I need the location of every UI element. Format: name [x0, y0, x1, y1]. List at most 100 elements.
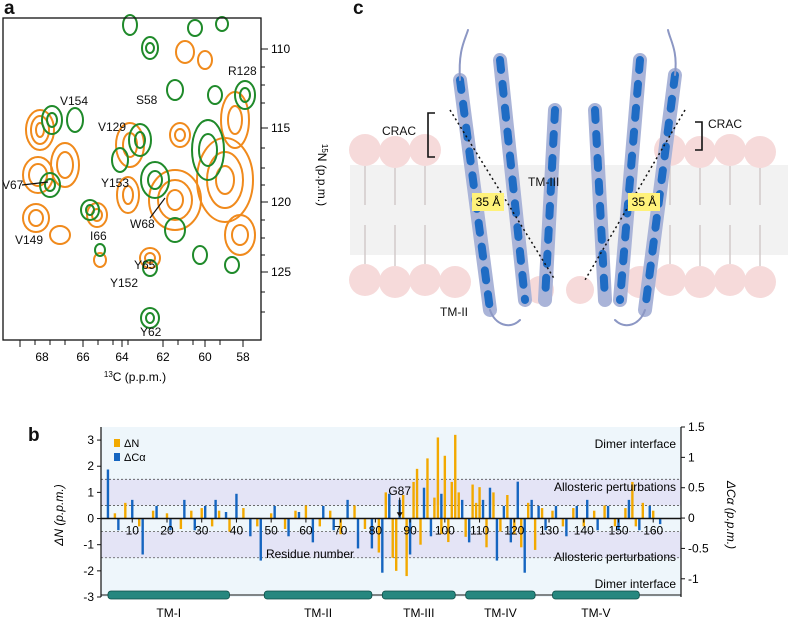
peak-label: I66 — [90, 229, 107, 243]
bar-dN — [478, 487, 481, 519]
panel-c-structure: c — [340, 0, 788, 400]
bar-dN — [412, 481, 415, 519]
contour-peaks — [22, 14, 256, 329]
bar-dN — [363, 518, 367, 529]
x-tick-label: 20 — [160, 524, 174, 538]
bar-dN — [339, 518, 342, 535]
x-tick-label: 80 — [369, 524, 383, 538]
bar-dCa — [381, 518, 384, 573]
bar-dCa — [183, 499, 186, 519]
bar-dN — [151, 510, 155, 519]
tm-cylinder — [263, 590, 373, 600]
bar-dCa — [638, 518, 641, 531]
bar-dN — [485, 518, 488, 548]
x-label-rest: C (p.p.m.) — [113, 370, 166, 384]
bar-dN — [624, 508, 627, 519]
right-y-axis-label: ΔCα (p.p.m.) — [724, 480, 738, 549]
bar-dN — [634, 518, 638, 527]
bar-dCa — [554, 505, 558, 519]
x-label-sup: 13 — [104, 370, 113, 379]
bar-dCa — [169, 518, 172, 531]
bar-dN — [641, 502, 644, 519]
annotation-allo-bottom: Allosteric perturbations — [554, 550, 676, 564]
peak-label: V154 — [60, 94, 88, 108]
peak-label: Y65 — [134, 258, 156, 272]
bar-dN — [283, 518, 287, 529]
bar-dCa — [481, 499, 485, 519]
panel-b-chemical-shift-chart: b 10 20 30 40 50 60 70 80 90 100 110 120 130 140 150 16… — [0, 415, 788, 620]
annotation-dimer-bottom: Dimer interface — [595, 577, 677, 591]
plot-background — [101, 427, 681, 597]
bar-dCa — [408, 518, 412, 555]
bar-dCa — [460, 499, 464, 519]
bar-dCa — [273, 505, 276, 519]
x-axis-label: 13C (p.p.m.) — [104, 370, 166, 384]
tm-label: TM-II — [304, 606, 332, 619]
left-y-axis-label: ΔN (p.p.m.) — [52, 484, 66, 546]
bar-dN — [415, 468, 419, 519]
hsqc-plot: 68 66 64 62 60 58 13C (p.p.m.) 110 115 1… — [2, 14, 329, 384]
x-ticks: 10 20 30 40 50 60 70 80 90 100 110 120 130 140 150 160 — [126, 518, 664, 538]
y-tick-label-right: -0.5 — [688, 541, 709, 555]
bar-dCa — [203, 505, 207, 519]
peak-label: Y152 — [110, 276, 138, 290]
bar-dN — [210, 518, 214, 527]
bar-dN — [377, 518, 381, 553]
bar-dN — [426, 458, 429, 519]
tm2-label: TM-II — [440, 305, 468, 319]
x-tick-label: 68 — [35, 350, 49, 364]
bar-dCa — [523, 518, 526, 573]
y-tick-label-right: 1 — [688, 450, 695, 464]
membrane-structure-illustration: CRAC CRAC TM-III TM-II 35 Å 35 Å — [349, 29, 788, 327]
bar-dCa — [370, 518, 374, 549]
y-tick-label: 120 — [271, 195, 291, 209]
bar-dN — [454, 434, 457, 519]
bar-dCa — [502, 505, 506, 519]
bar-dN — [474, 502, 478, 519]
bar-dCa — [297, 512, 301, 519]
bar-dCa — [575, 505, 579, 519]
bar-dCa — [516, 481, 519, 519]
crac-label-left: CRAC — [382, 124, 416, 138]
bar-dN — [464, 518, 467, 537]
g87-arrowhead — [396, 512, 403, 518]
bar-dCa — [259, 518, 262, 561]
bar-dCa — [235, 493, 238, 519]
bar-dCa — [214, 499, 217, 519]
bar-dCa — [311, 518, 315, 543]
bar-dCa — [117, 518, 120, 531]
bar-dN — [526, 502, 530, 519]
bar-dN — [401, 495, 405, 519]
allosteric-band-top — [101, 479, 681, 506]
distance-label-left: 35 Å — [472, 193, 504, 211]
panel-a-hsqc-spectrum: a — [0, 0, 330, 400]
bar-dN — [179, 518, 183, 529]
peak-label: W68 — [130, 217, 155, 231]
bar-dCa — [537, 505, 540, 519]
y-axis-ticks — [261, 48, 268, 313]
bar-dN — [405, 518, 408, 577]
tm-cylinder — [552, 590, 640, 600]
bar-dCa — [322, 505, 325, 519]
bar-dCa — [648, 505, 651, 519]
bar-dN — [450, 481, 453, 519]
bar-dCa — [141, 518, 144, 555]
bar-dN — [113, 513, 117, 519]
peak-label: Y62 — [140, 325, 162, 339]
bar-dCa — [658, 518, 662, 525]
bar-dN — [318, 518, 322, 527]
bar-dN — [228, 518, 231, 532]
peak-label: S58 — [136, 93, 158, 107]
distance-lines — [449, 109, 686, 281]
x-tick-label: 62 — [156, 350, 170, 364]
dashed-threshold-lines — [101, 478, 681, 559]
y-tick-label: 115 — [271, 121, 290, 135]
bar-dN — [540, 508, 544, 519]
x-tick-label: 60 — [299, 524, 313, 538]
bar-dN — [124, 502, 127, 519]
y-tick-label: 110 — [271, 42, 290, 56]
bar-dCa — [131, 499, 134, 519]
panel-letter-a: a — [4, 0, 15, 19]
x-tick-label: 60 — [198, 350, 212, 364]
bar-dN — [499, 518, 502, 532]
